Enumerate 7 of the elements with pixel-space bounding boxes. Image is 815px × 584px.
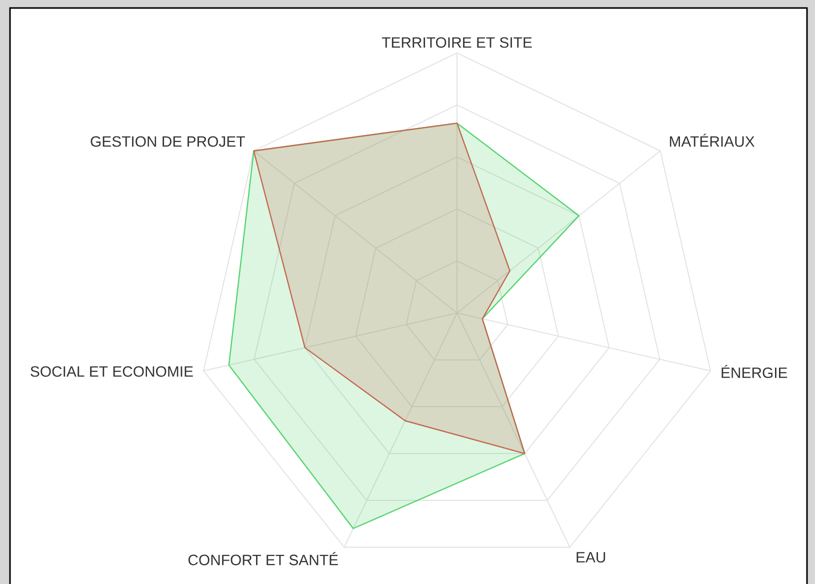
spoke-label: MATÉRIAUX	[670, 134, 755, 147]
spoke-label: TERRITOIRE ET SITE	[382, 37, 532, 48]
spoke-label: EAU	[576, 552, 606, 563]
spoke-label: GESTION DE PROJET	[90, 136, 245, 147]
spoke-label: SOCIAL ET ECONOMIE	[30, 366, 193, 377]
spoke-label: CONFORT ET SANTÉ	[188, 552, 338, 566]
spoke-label: ÉNERGIE	[722, 364, 788, 378]
